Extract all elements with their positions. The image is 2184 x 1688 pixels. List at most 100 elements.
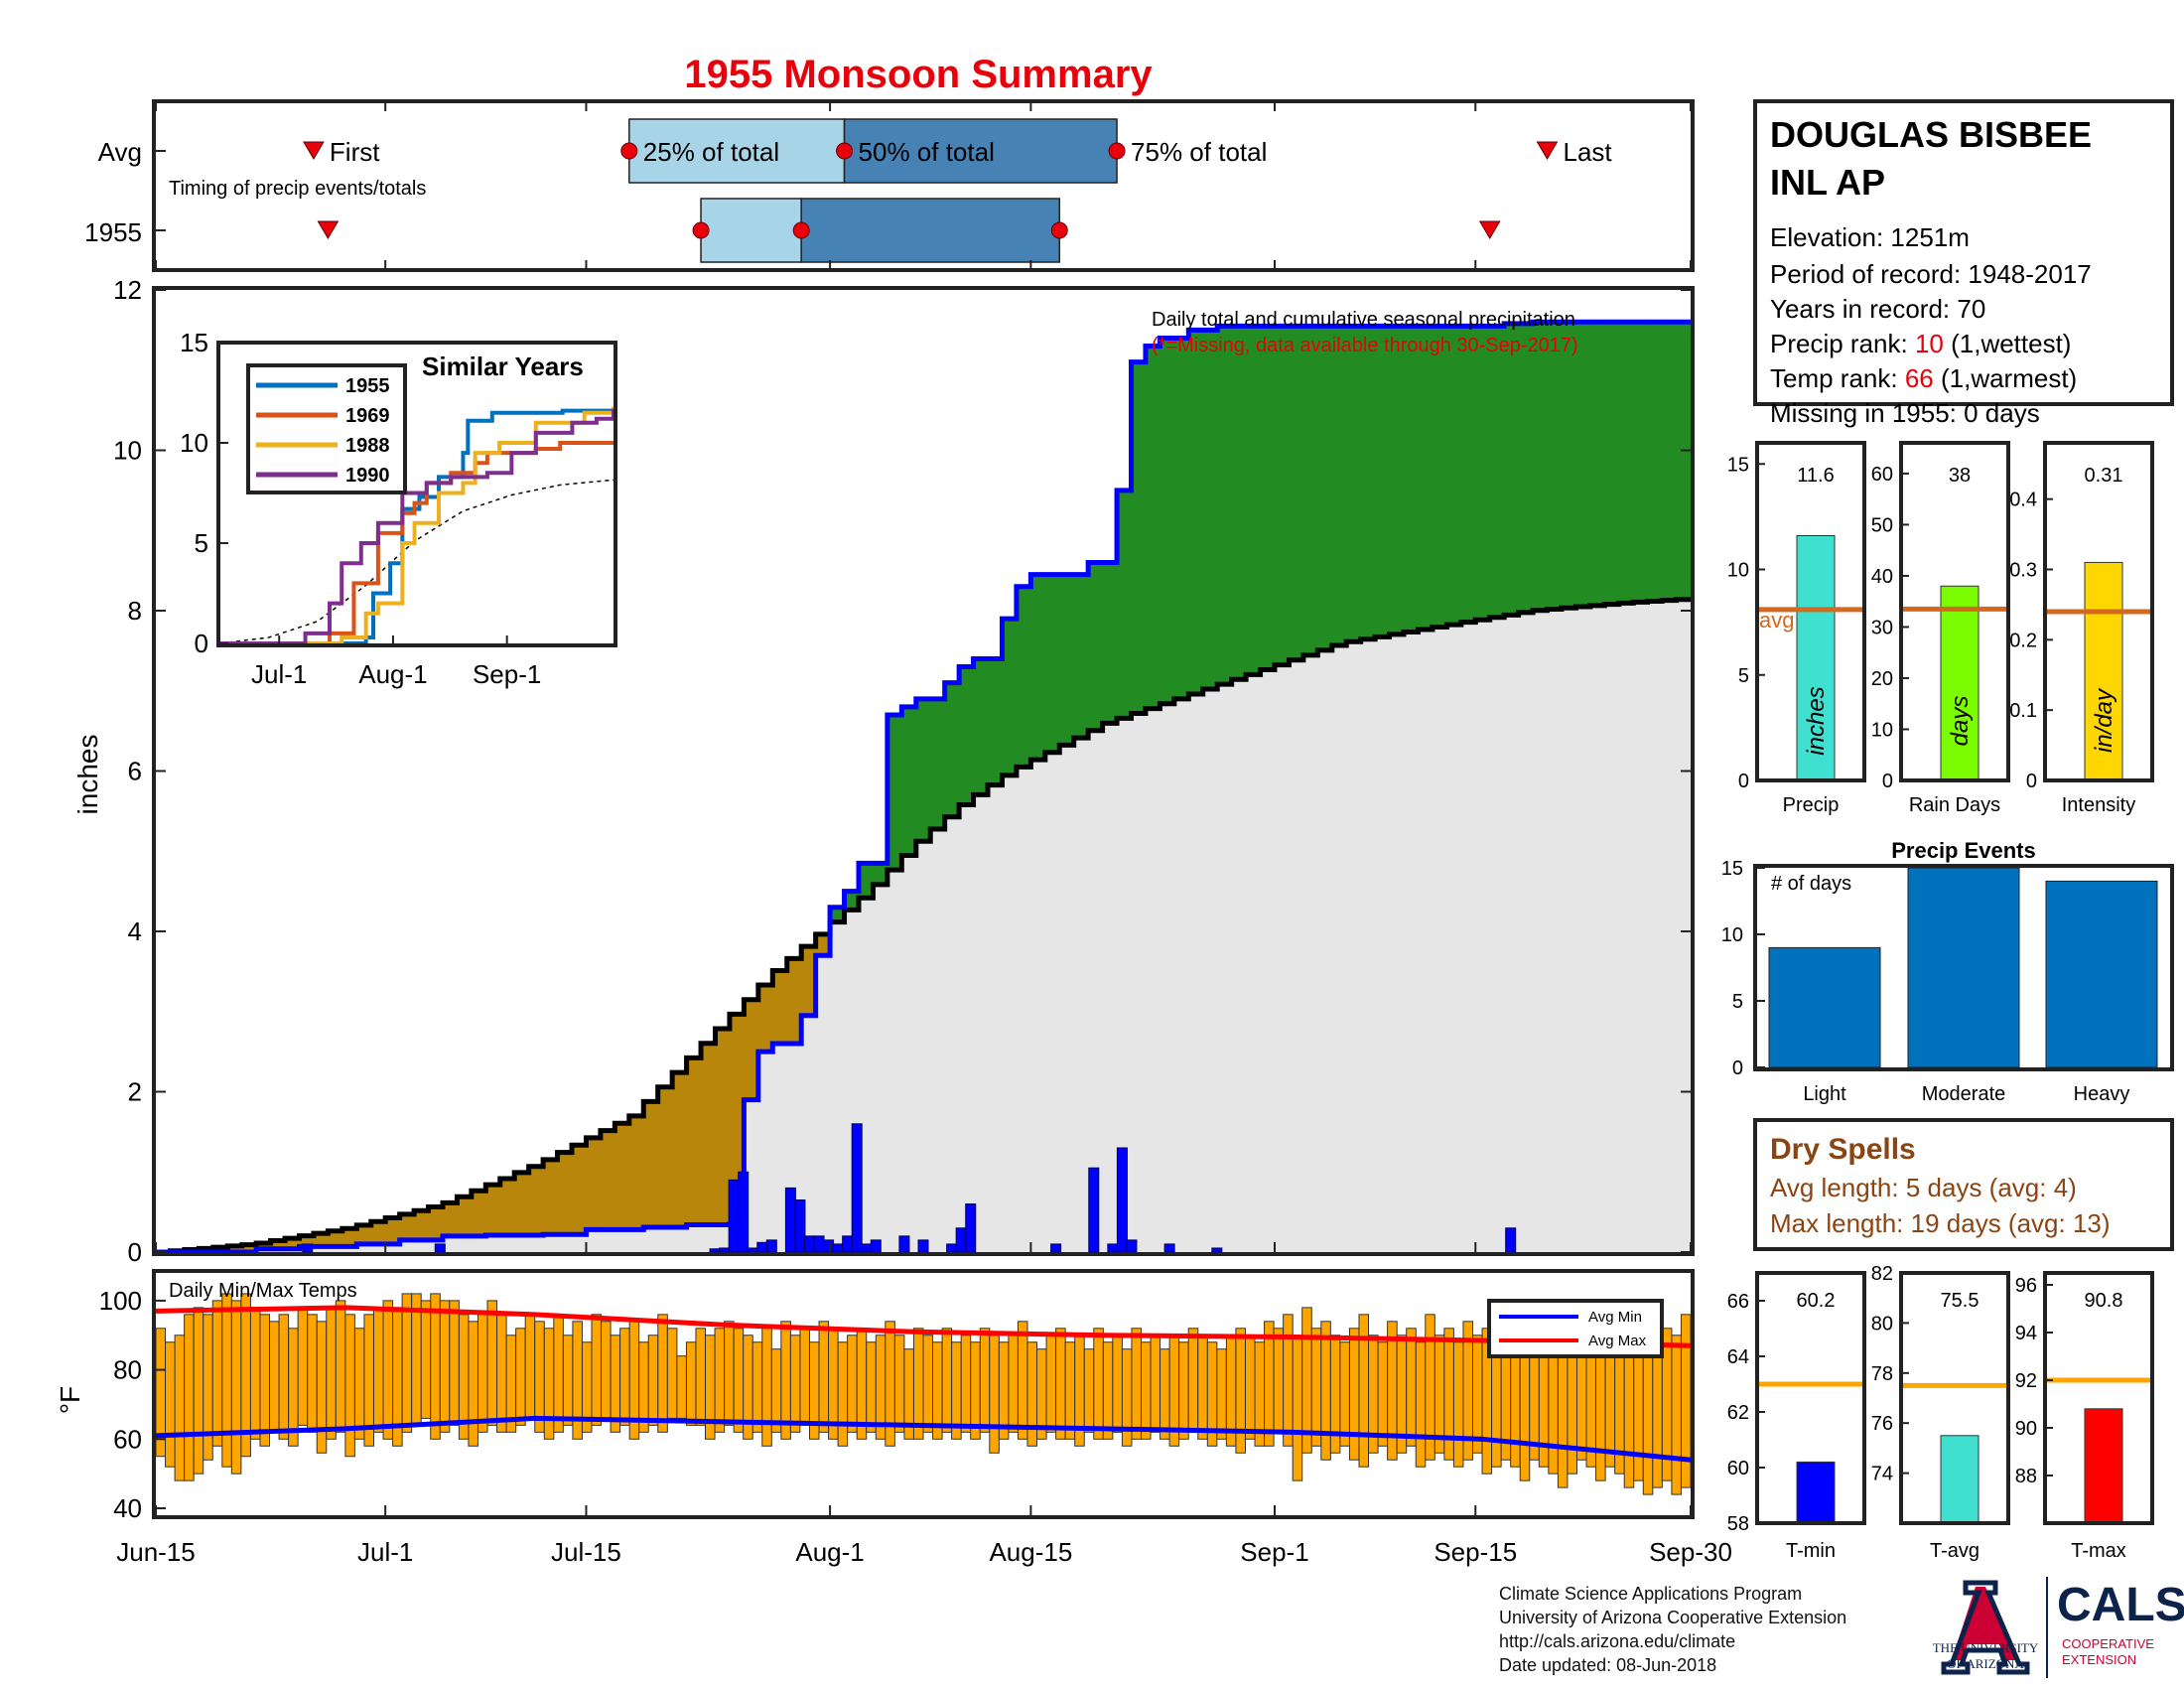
timing-box-light-avg [628, 118, 846, 184]
departure-fill [1346, 326, 1362, 642]
summary-ytick-label: 0.2 [2009, 630, 2037, 651]
temp-range-bar [316, 1321, 328, 1454]
precip-summary-panels: 11.6 inches Precip 0 5 10 15 38 days Rain Days 0 10… [1727, 441, 2154, 816]
departure-fill [973, 658, 989, 795]
station-years: Years in record: 70 [1770, 294, 1985, 324]
temp-range-bar [259, 1314, 271, 1447]
temp-range-bar [1008, 1335, 1019, 1433]
daily-precip-bar [1088, 1167, 1100, 1253]
departure-fill [858, 863, 875, 899]
temp-summary-bar-1 [1940, 1435, 1979, 1524]
daily-temps-chart: Daily Min/Max Temps °F 40 60 80 100 Avg Min… [55, 1269, 1695, 1523]
dry-spells-frame [1753, 1118, 2174, 1251]
temp-range-bar [676, 1355, 687, 1419]
departure-fill [1504, 323, 1520, 616]
event-ytick-label: 10 [1721, 924, 1743, 946]
departure-fill [1173, 338, 1189, 699]
temp-summary-ytick-label: 58 [1727, 1513, 1749, 1535]
temp-range-bar [666, 1328, 678, 1419]
event-category-Light: Light [1803, 1083, 1846, 1105]
average-cumulative-area [156, 598, 1691, 1252]
avg-max-legend-label: Avg Max [1588, 1333, 1647, 1349]
temp-range-bar [1415, 1341, 1427, 1468]
daily-precip-bar [955, 1227, 967, 1253]
temp-range-bar [979, 1328, 991, 1433]
temp-range-bar [818, 1321, 830, 1433]
summary-bar-1 [1940, 585, 1979, 781]
timing-box-dark-year [800, 198, 1061, 263]
temp-range-bar [1244, 1335, 1256, 1440]
departure-fill [1475, 326, 1491, 621]
temp-summary-ytick-label: 64 [1727, 1346, 1749, 1368]
temp-range-bar [486, 1300, 498, 1426]
departure-fill [1016, 586, 1031, 768]
summary-name-2: Intensity [2062, 794, 2135, 816]
temp-range-bar [1642, 1335, 1654, 1495]
temp-summary-ytick-label: 80 [1871, 1313, 1893, 1335]
temp-range-bar [1112, 1335, 1123, 1433]
daily-precip-bar [917, 1239, 929, 1253]
temp-summary-value-2: 90.8 [2085, 1290, 2123, 1312]
temp-summary-value-0: 60.2 [1797, 1290, 1836, 1312]
timing-row-year-label: 1955 [84, 217, 142, 247]
departure-fill [600, 1130, 615, 1230]
timing-panel: Avg 1955 Timing of precip events/totals … [84, 99, 1695, 272]
departure-fill [628, 1115, 644, 1230]
event-category-Moderate: Moderate [1922, 1083, 2006, 1105]
departure-fill [830, 907, 846, 922]
summary-value-2: 0.31 [2085, 465, 2123, 487]
temp-range-bar [657, 1314, 668, 1433]
temp-range-bar [401, 1293, 413, 1433]
inset-xtick-label: Sep-1 [473, 659, 541, 689]
cumulative-precip-chart: Daily total and cumulative seasonal prec… [72, 275, 1732, 1567]
avg-min-line [155, 1415, 1692, 1463]
daily-precip-bar [1107, 1243, 1119, 1253]
temp-summary-ytick-label: 76 [1871, 1413, 1893, 1435]
temp-summary-ytick-label: 82 [1871, 1263, 1893, 1285]
footer-line3[interactable]: http://cals.arizona.edu/climate [1499, 1631, 1736, 1651]
timing-p50-label: 50% of total [859, 137, 995, 167]
departure-fill [1246, 326, 1262, 675]
temp-range-bar [1283, 1314, 1294, 1447]
temp-summary-bar-2 [2084, 1408, 2123, 1524]
temp-range-bar [344, 1314, 355, 1458]
university-of-arizona-logo: THE UNIVERSITY OF ARIZONA [1933, 1580, 2039, 1675]
departure-fill [744, 999, 759, 1100]
departure-fill [385, 1217, 401, 1244]
temp-summary-ytick-label: 92 [2015, 1370, 2037, 1392]
temp-range-bar [685, 1341, 697, 1426]
temp-range-bar [534, 1321, 545, 1433]
temp-range-bar [1150, 1335, 1161, 1433]
departure-fill [1418, 326, 1433, 631]
departure-fill [1117, 490, 1133, 719]
temp-range-bar [353, 1328, 365, 1440]
temp-range-bar [1216, 1348, 1227, 1440]
xtick-label: Sep-1 [1240, 1537, 1308, 1567]
xtick-label: Sep-30 [1649, 1537, 1732, 1567]
departure-fill [815, 933, 831, 956]
temp-range-bar [477, 1314, 488, 1433]
summary-value-1: 38 [1949, 465, 1971, 487]
xtick-label: Sep-15 [1433, 1537, 1517, 1567]
timing-dot-avg-2 [1108, 142, 1126, 160]
inset-legend: 1955 1969 1988 1990 [246, 363, 407, 494]
dry-spells-title: Dry Spells [1770, 1133, 1916, 1166]
timing-box-dark-avg [843, 118, 1118, 184]
departure-fill [1432, 326, 1447, 628]
departure-fill [915, 698, 931, 842]
departure-fill [1231, 326, 1247, 680]
temp-summary-frame-1 [1899, 1271, 2010, 1525]
departure-fill [1217, 326, 1233, 685]
daily-precip-bar [1126, 1239, 1138, 1253]
departure-fill [356, 1224, 372, 1244]
departure-fill [557, 1152, 573, 1235]
departure-fill [672, 1072, 688, 1227]
temp-range-bar [751, 1341, 763, 1433]
departure-fill [1331, 326, 1347, 646]
daily-precip-bar [1163, 1243, 1175, 1253]
departure-fill [285, 1238, 301, 1249]
timing-dot-avg-0 [620, 142, 638, 160]
cumulative-1955-line [156, 319, 1691, 1255]
departure-fill [572, 1145, 588, 1235]
